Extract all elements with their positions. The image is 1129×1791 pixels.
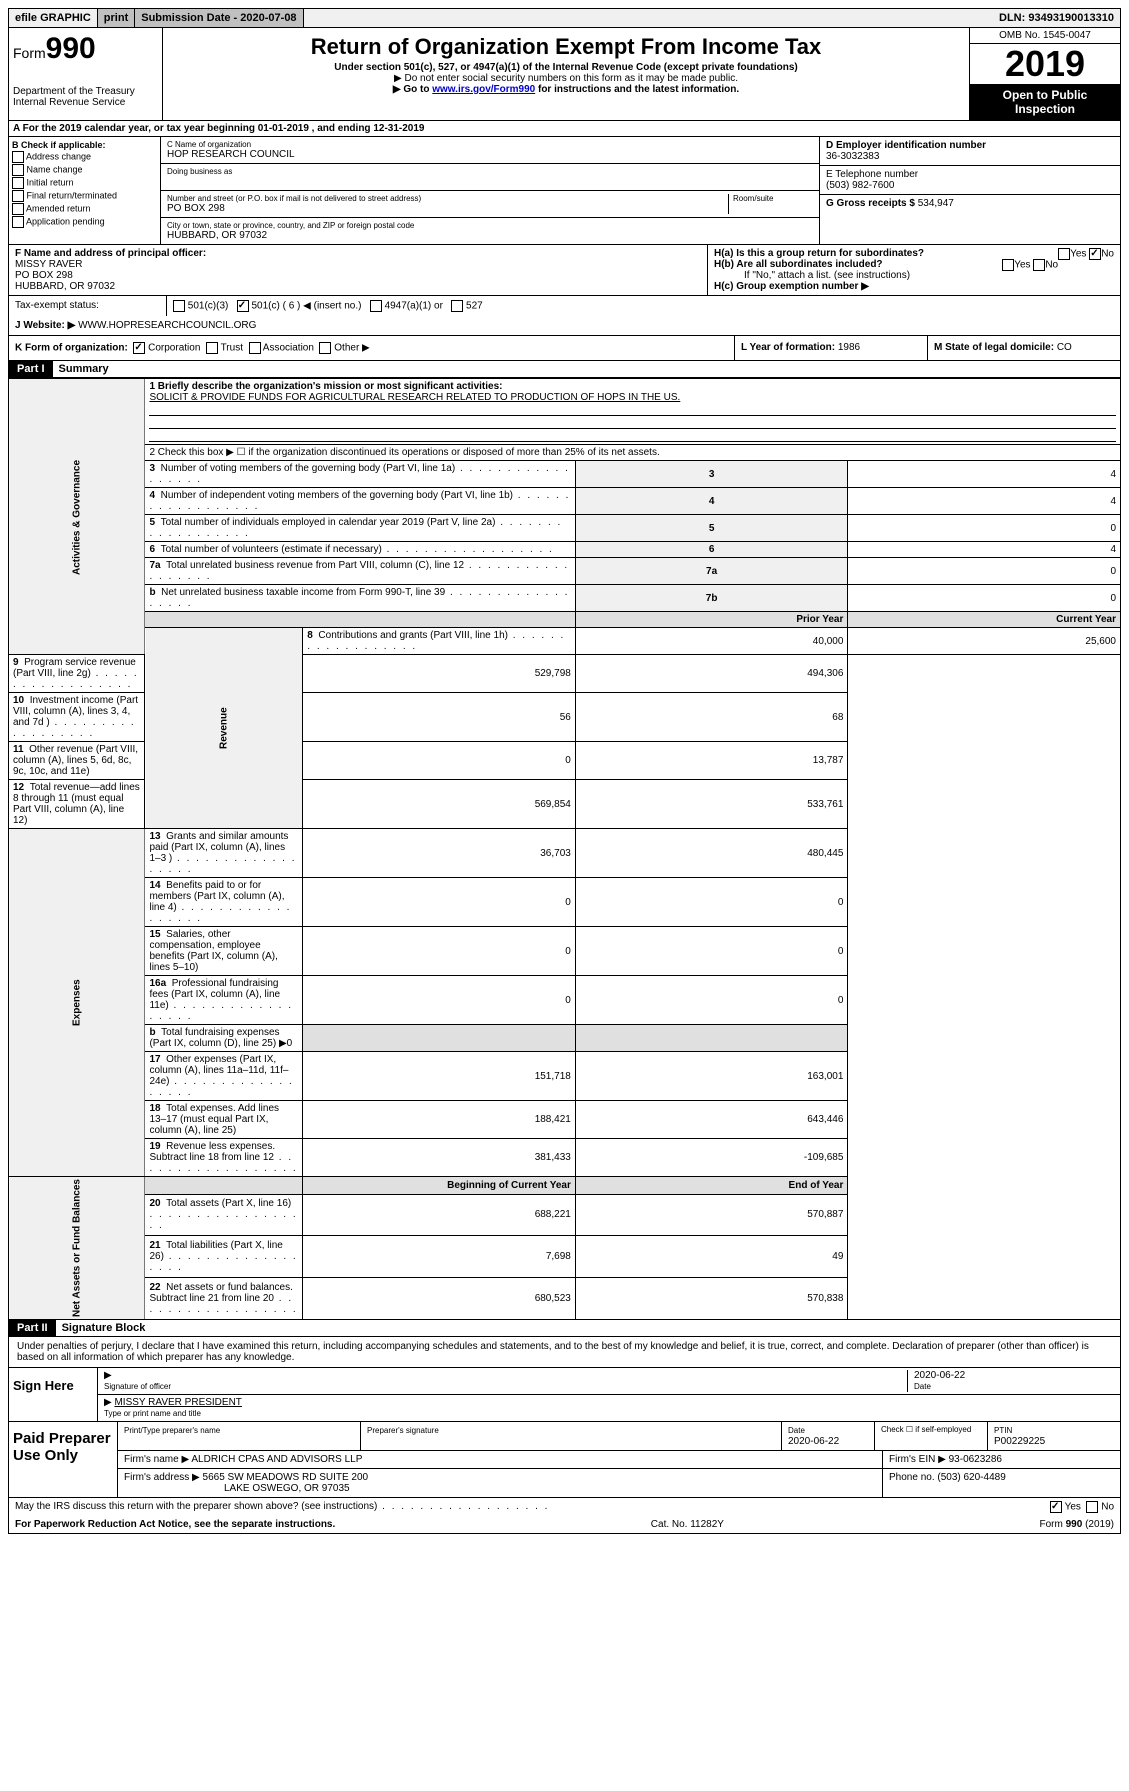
row-fh: F Name and address of principal officer:…: [8, 245, 1121, 296]
main-info: B Check if applicable: Address change Na…: [8, 137, 1121, 245]
row-j: J Website: ▶ WWW.HOPRESEARCHCOUNCIL.ORG: [8, 316, 1121, 336]
dln: DLN: 93493190013310: [993, 9, 1120, 27]
row-klm: K Form of organization: Corporation Trus…: [8, 336, 1121, 361]
form-header: Form990 Department of the Treasury Inter…: [8, 28, 1121, 121]
col-d: D Employer identification number 36-3032…: [820, 137, 1120, 244]
irs-link[interactable]: www.irs.gov/Form990: [432, 84, 535, 95]
col-c: C Name of organization HOP RESEARCH COUN…: [161, 137, 820, 244]
summary-table: Activities & Governance 1 Briefly descri…: [8, 378, 1121, 1320]
paid-preparer: Paid Preparer Use Only Print/Type prepar…: [8, 1422, 1121, 1498]
top-bar: efile GRAPHIC print Submission Date - 20…: [8, 8, 1121, 28]
header-title: Return of Organization Exempt From Incom…: [163, 28, 969, 120]
section-a: A For the 2019 calendar year, or tax yea…: [8, 121, 1121, 137]
efile-label: efile GRAPHIC: [9, 9, 98, 27]
submission-date: Submission Date - 2020-07-08: [135, 9, 303, 27]
discuss-row: May the IRS discuss this return with the…: [8, 1498, 1121, 1516]
part2-header: Part II Signature Block: [8, 1320, 1121, 1337]
col-b: B Check if applicable: Address change Na…: [9, 137, 161, 244]
print-button[interactable]: print: [98, 9, 135, 27]
header-right: OMB No. 1545-0047 2019 Open to Public In…: [969, 28, 1120, 120]
row-i: Tax-exempt status: 501(c)(3) 501(c) ( 6 …: [8, 296, 1121, 316]
footer: For Paperwork Reduction Act Notice, see …: [8, 1516, 1121, 1534]
perjury-text: Under penalties of perjury, I declare th…: [8, 1337, 1121, 1368]
header-left: Form990 Department of the Treasury Inter…: [9, 28, 163, 120]
part1-header: Part I Summary: [8, 361, 1121, 378]
sign-here: Sign Here ▶Signature of officer 2020-06-…: [8, 1368, 1121, 1422]
